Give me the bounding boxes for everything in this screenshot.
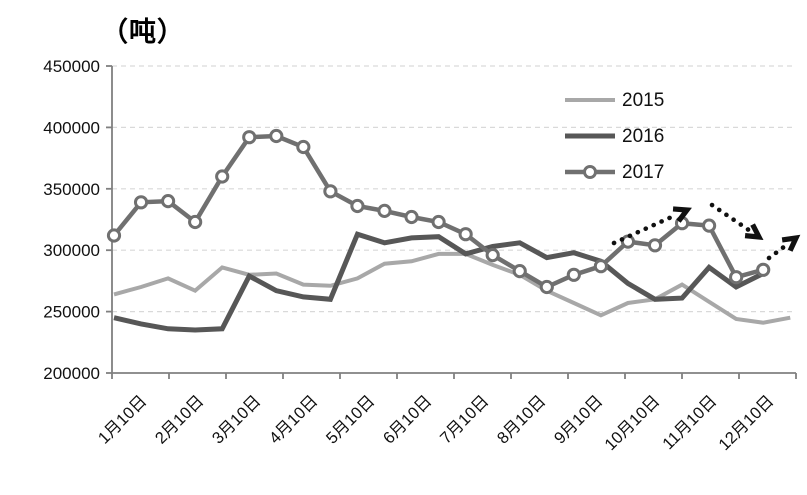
legend-entry-2015: 2015 (563, 82, 664, 118)
dotted-arrow-shaft (709, 202, 751, 232)
dotted-arrow-shaft (766, 243, 788, 261)
gridlines (112, 65, 796, 313)
x-tick-label: 7月10日 (437, 392, 493, 448)
x-tick-label: 8月10日 (494, 392, 550, 448)
legend-entry-2017: 2017 (563, 154, 664, 190)
legend-label: 2017 (622, 161, 665, 183)
x-tick-label: 3月10日 (209, 392, 265, 448)
x-tick-label: 6月10日 (380, 392, 436, 448)
chart-legend: 2015 2016 2017 (563, 82, 664, 190)
series-line-2016 (113, 231, 765, 333)
x-tick-label: 5月10日 (323, 392, 379, 448)
legend-swatch-2017 (565, 165, 615, 179)
series-markers-2017 (106, 128, 771, 295)
x-tick-label: 1月10日 (95, 392, 151, 448)
trend-arrows (611, 202, 801, 261)
chart-title: （吨） (101, 17, 185, 47)
x-tick-label: 4月10日 (266, 392, 322, 448)
x-tick-label: 2月10日 (152, 392, 208, 448)
dotted-arrow-shaft (611, 213, 678, 246)
arrowhead-icon (781, 234, 801, 252)
arrowhead-icon (744, 223, 764, 241)
arrowhead-icon (672, 206, 692, 223)
legend-entry-2016: 2016 (563, 118, 664, 154)
x-tick-label: 9月10日 (551, 392, 607, 448)
x-tick-label: 10月10日 (601, 392, 663, 454)
axes (106, 65, 797, 379)
y-tick-label: 300000 (43, 241, 100, 260)
legend-swatch-2016 (565, 133, 615, 139)
y-tick-label: 250000 (43, 303, 100, 322)
legend-label: 2016 (622, 125, 665, 147)
y-tick-label: 200000 (43, 364, 100, 383)
y-tick-label: 450000 (43, 57, 100, 76)
x-axis-labels: 1月10日 2月10日 3月10日 4月10日 5月10日 6月10日 7月10日 8月10日… (95, 392, 778, 454)
x-tick-label: 12月10日 (715, 392, 777, 454)
y-tick-label: 400000 (43, 118, 100, 137)
x-tick-label: 11月10日 (659, 392, 720, 453)
series-line-2015 (113, 251, 791, 325)
y-tick-label: 350000 (43, 180, 100, 199)
legend-label: 2015 (622, 89, 665, 111)
legend-swatch-2015 (565, 98, 615, 102)
series-line-2017 (112, 133, 764, 290)
y-axis-labels: 200000 250000 300000 350000 400000 450000 (43, 57, 100, 383)
